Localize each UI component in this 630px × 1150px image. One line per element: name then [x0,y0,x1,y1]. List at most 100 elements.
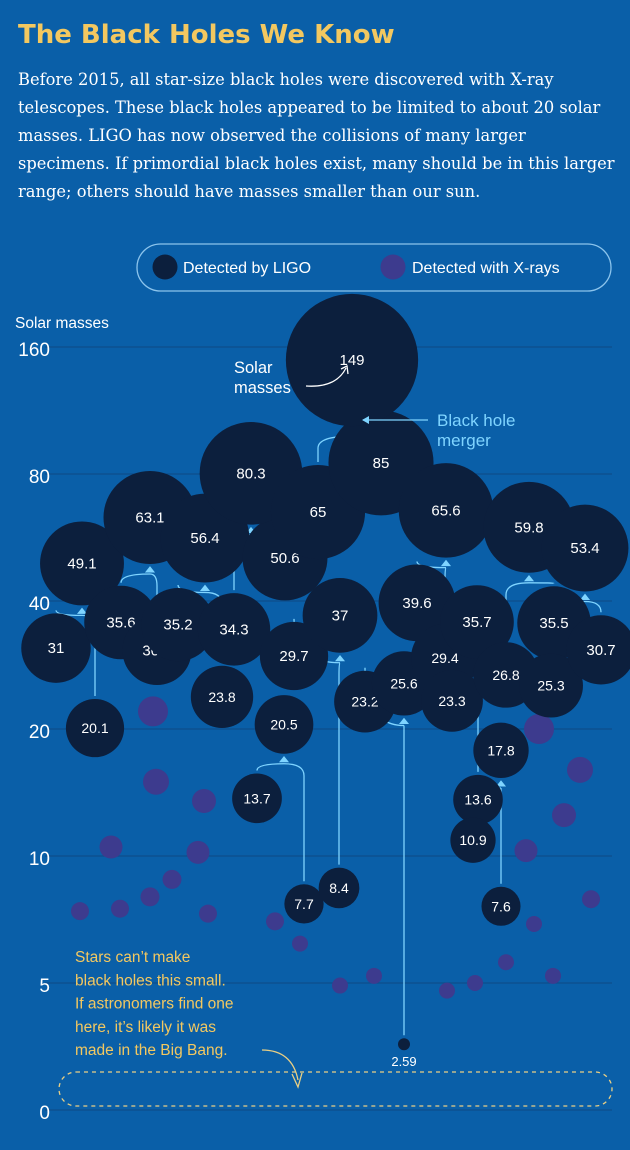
y-tick-label: 5 [39,976,50,997]
y-tick-label: 40 [29,594,50,615]
merger-line [505,582,530,640]
merger-arrowhead [579,593,591,600]
xray-point [366,967,382,984]
ligo-point [566,615,630,685]
solar-masses-arrow [305,367,347,387]
merger-label-arrowhead [362,416,369,424]
merger-arrowhead [76,607,88,614]
merger-line [528,582,555,584]
ligo-point [285,293,419,427]
ligo-value-label: 20.5 [270,716,297,732]
merger-label-line: merger [437,431,491,450]
merger-arrowhead [278,755,290,763]
xray-point [71,902,89,921]
ligo-value-label: 50.6 [270,550,299,567]
ligo-point [21,613,91,683]
xray-point [292,935,308,952]
xray-point [498,954,514,971]
ligo-point [302,578,378,653]
ligo-value-label: 10.9 [459,832,486,848]
ligo-value-label: 53.4 [570,540,599,557]
ligo-value-label: 30.7 [586,642,615,659]
ligo-value-label: 17.8 [487,742,514,758]
ligo-value-label: 25.6 [390,675,417,691]
ligo-value-label: 80.3 [236,465,265,482]
merger-label-line: Black hole [437,411,515,430]
ligo-point [473,722,529,779]
xray-point [514,839,538,863]
xray-point [467,975,483,991]
ligo-value-label: 31 [48,640,65,657]
xray-point [266,912,284,931]
ligo-value-label: 29.4 [431,650,458,666]
ligo-value-label: 35.2 [163,617,192,634]
ligo-value-label: 29.7 [279,648,308,665]
ligo-value-label: 65.6 [431,502,460,519]
ligo-value-label: 7.7 [294,896,314,912]
ligo-point [541,504,629,592]
merger-line [120,573,151,583]
legend-xray-marker [380,254,406,280]
merger-line [283,763,305,882]
solar-masses-label-line: Solar [234,359,273,377]
legend-xray-label: Detected with X-rays [412,260,560,277]
ligo-value-label: 85 [373,455,390,472]
ligo-value-label: 35.7 [462,614,491,631]
merger-arrowhead [199,584,211,591]
note-line: black holes this small. [75,972,226,989]
xray-point [143,768,169,795]
solar-masses-label-line: masses [234,379,291,397]
ligo-value-label: 39.6 [402,595,431,612]
ligo-point [40,521,124,606]
ligo-point [254,695,314,754]
ligo-value-label: 34.3 [219,621,248,638]
xray-point [111,899,129,918]
y-tick-label: 10 [29,849,50,870]
legend-border [136,243,612,292]
xray-point [545,967,561,984]
note-line: If astronomers find one [75,996,234,1013]
primordial-range-box [58,1071,613,1107]
xray-point [140,887,160,907]
y-tick-label: 20 [29,722,50,743]
page-title: The Black Holes We Know [18,20,395,50]
ligo-value-label: 35.5 [539,615,568,632]
merger-arrowhead [495,780,507,787]
ligo-point [141,588,215,662]
ligo-value-label: 13.7 [243,790,270,806]
ligo-point [197,593,271,666]
note-arrow [261,1049,299,1081]
merger-line [338,662,341,865]
ligo-point [284,884,324,924]
ligo-value-label: 63.1 [135,509,164,526]
ligo-value-label: 7.6 [491,898,511,914]
ligo-point [440,585,514,659]
xray-point [582,890,600,909]
ligo-series: 20.13149.135.630.663.135.223.856.434.350… [21,293,630,1069]
ligo-value-label: 8.4 [329,880,349,896]
xray-point [524,714,554,744]
xray-point [552,803,576,828]
y-tick-label: 0 [39,1103,50,1124]
note-line: here, it’s likely it was [75,1019,216,1036]
ligo-point [190,665,254,729]
ligo-point [318,867,360,909]
ligo-value-label: 13.6 [464,792,491,808]
ligo-point [421,669,483,732]
ligo-point [65,698,125,758]
xray-series [71,696,600,999]
ligo-point [398,463,494,558]
legend: Detected by LIGO Detected with X-rays [136,243,612,292]
xray-point [199,904,217,923]
xray-point [526,915,542,932]
xray-point [332,977,348,994]
ligo-value-label: 49.1 [67,555,96,572]
ligo-point [232,773,282,824]
xray-point [99,835,123,859]
merger-arrowhead [440,559,452,567]
merger-arrowhead [144,566,156,573]
ligo-point [378,564,456,642]
